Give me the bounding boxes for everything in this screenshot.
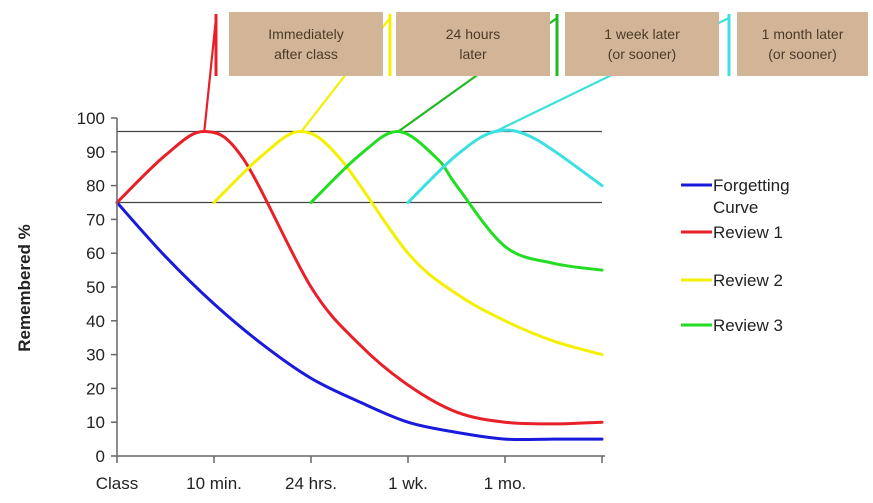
y-tick-label: 40 (86, 312, 105, 331)
y-tick-label: 50 (86, 278, 105, 297)
annotation-box: Immediately after class (229, 12, 383, 76)
annotation-box: 1 week later (or sooner) (565, 12, 719, 76)
legend-label: Forgetting Curve (713, 176, 790, 217)
y-tick-label: 100 (77, 109, 105, 128)
x-ticks: Class 10 min. 24 hrs. 1 wk. 1 mo. (96, 456, 603, 493)
x-tick-label: 24 hrs. (285, 474, 337, 493)
annotation-box: 24 hours later (396, 12, 550, 76)
y-axis-label: Remembered % (15, 224, 34, 352)
legend: Forgetting Curve Review 1 Review 2 Review 3 (681, 176, 790, 335)
legend-label: Review 3 (713, 316, 783, 335)
y-tick-label: 10 (86, 413, 105, 432)
y-tick-label: 20 (86, 379, 105, 398)
legend-label: Review 2 (713, 271, 783, 290)
series-line-0 (115, 201, 604, 442)
y-tick-label: 60 (86, 244, 105, 263)
y-tick-label: 30 (86, 346, 105, 365)
y-tick-label: 70 (86, 210, 105, 229)
series-line-2 (212, 130, 604, 357)
axes (116, 118, 605, 457)
series-line-4 (406, 128, 604, 204)
y-tick-label: 90 (86, 143, 105, 162)
annotation-box: 1 month later (or sooner) (737, 12, 868, 76)
y-ticks: 0 10 20 30 40 50 60 70 80 90 100 (77, 109, 117, 466)
x-tick-label: 1 wk. (388, 474, 428, 493)
series-line-1 (115, 130, 604, 426)
y-tick-label: 80 (86, 177, 105, 196)
series-lines (115, 128, 604, 442)
x-tick-label: Class (96, 474, 139, 493)
annotation-pointer-diagonal (203, 17, 218, 132)
y-tick-label: 0 (96, 447, 105, 466)
legend-label: Review 1 (713, 223, 783, 242)
x-tick-label: 1 mo. (484, 474, 527, 493)
reference-lines (117, 130, 602, 204)
x-tick-label: 10 min. (186, 474, 242, 493)
series-line-3 (309, 130, 604, 272)
